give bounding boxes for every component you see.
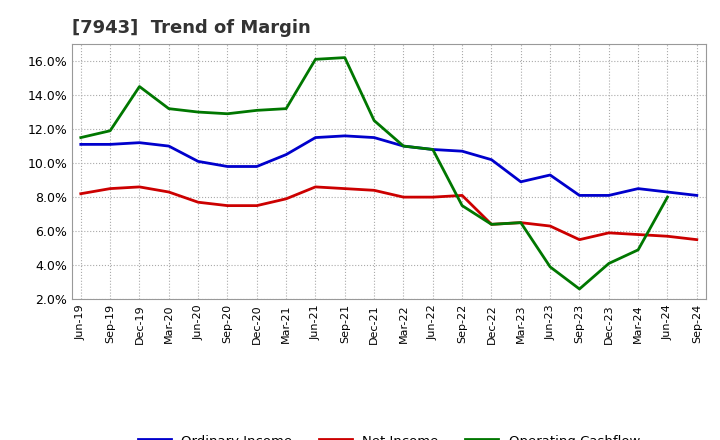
Ordinary Income: [605, 193, 613, 198]
Net Income: [282, 196, 290, 202]
Operating Cashflow: [164, 106, 173, 111]
Ordinary Income: [634, 186, 642, 191]
Ordinary Income: [663, 189, 672, 194]
Ordinary Income: [487, 157, 496, 162]
Net Income: [575, 237, 584, 242]
Legend: Ordinary Income, Net Income, Operating Cashflow: Ordinary Income, Net Income, Operating C…: [132, 428, 645, 440]
Net Income: [516, 220, 525, 225]
Operating Cashflow: [487, 222, 496, 227]
Operating Cashflow: [311, 57, 320, 62]
Ordinary Income: [311, 135, 320, 140]
Ordinary Income: [693, 193, 701, 198]
Net Income: [428, 194, 437, 200]
Line: Operating Cashflow: Operating Cashflow: [81, 58, 667, 289]
Ordinary Income: [458, 149, 467, 154]
Ordinary Income: [370, 135, 379, 140]
Net Income: [693, 237, 701, 242]
Net Income: [135, 184, 144, 190]
Net Income: [458, 193, 467, 198]
Operating Cashflow: [341, 55, 349, 60]
Ordinary Income: [575, 193, 584, 198]
Operating Cashflow: [663, 194, 672, 200]
Net Income: [605, 230, 613, 235]
Net Income: [223, 203, 232, 208]
Operating Cashflow: [634, 247, 642, 253]
Net Income: [370, 188, 379, 193]
Net Income: [546, 224, 554, 229]
Net Income: [106, 186, 114, 191]
Net Income: [341, 186, 349, 191]
Ordinary Income: [135, 140, 144, 145]
Ordinary Income: [341, 133, 349, 139]
Net Income: [634, 232, 642, 237]
Net Income: [399, 194, 408, 200]
Operating Cashflow: [428, 147, 437, 152]
Operating Cashflow: [458, 203, 467, 208]
Operating Cashflow: [253, 108, 261, 113]
Net Income: [164, 189, 173, 194]
Ordinary Income: [253, 164, 261, 169]
Operating Cashflow: [106, 128, 114, 133]
Line: Ordinary Income: Ordinary Income: [81, 136, 697, 195]
Net Income: [311, 184, 320, 190]
Net Income: [253, 203, 261, 208]
Operating Cashflow: [399, 143, 408, 149]
Ordinary Income: [223, 164, 232, 169]
Operating Cashflow: [370, 118, 379, 123]
Operating Cashflow: [282, 106, 290, 111]
Operating Cashflow: [194, 110, 202, 115]
Net Income: [194, 200, 202, 205]
Operating Cashflow: [546, 264, 554, 270]
Text: [7943]  Trend of Margin: [7943] Trend of Margin: [72, 19, 311, 37]
Operating Cashflow: [516, 220, 525, 225]
Ordinary Income: [164, 143, 173, 149]
Operating Cashflow: [135, 84, 144, 89]
Ordinary Income: [106, 142, 114, 147]
Operating Cashflow: [605, 261, 613, 266]
Ordinary Income: [194, 159, 202, 164]
Line: Net Income: Net Income: [81, 187, 697, 240]
Net Income: [663, 234, 672, 239]
Ordinary Income: [399, 143, 408, 149]
Ordinary Income: [428, 147, 437, 152]
Operating Cashflow: [575, 286, 584, 292]
Ordinary Income: [546, 172, 554, 178]
Operating Cashflow: [223, 111, 232, 117]
Net Income: [487, 222, 496, 227]
Operating Cashflow: [76, 135, 85, 140]
Ordinary Income: [516, 179, 525, 184]
Ordinary Income: [76, 142, 85, 147]
Ordinary Income: [282, 152, 290, 157]
Net Income: [76, 191, 85, 196]
